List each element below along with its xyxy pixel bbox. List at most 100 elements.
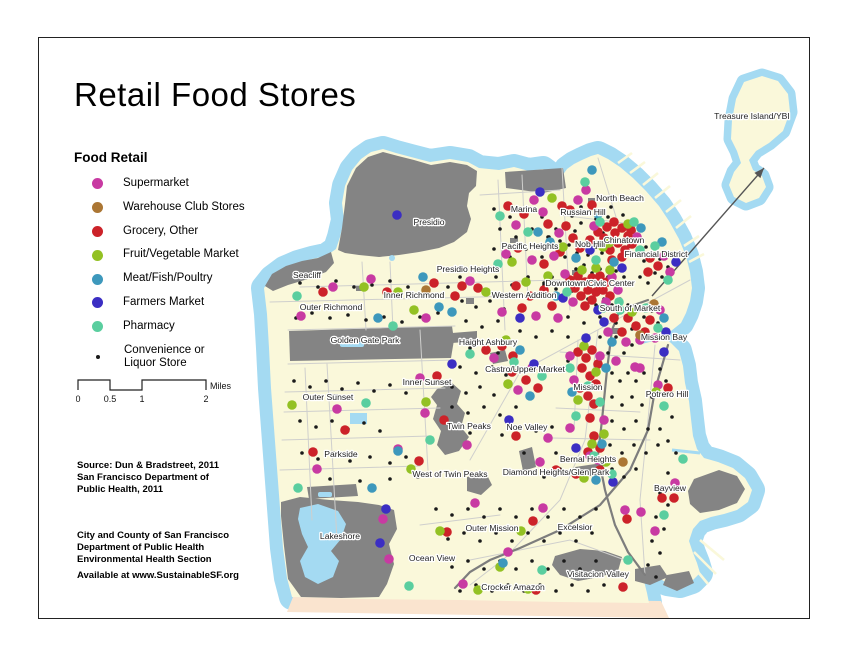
supermarket-store-dot bbox=[620, 505, 630, 515]
convenience-store-dot bbox=[514, 235, 518, 239]
meat_fish-store-dot bbox=[587, 165, 597, 175]
convenience-store-dot bbox=[506, 583, 510, 587]
neighborhood-label: Inner Richmond bbox=[384, 290, 445, 300]
supermarket-store-dot bbox=[378, 514, 388, 524]
warehouse-store-dot bbox=[635, 330, 645, 340]
convenience-store-dot bbox=[566, 315, 570, 319]
supermarket-store-dot bbox=[497, 307, 507, 317]
convenience-store-dot bbox=[558, 531, 562, 535]
grocery-store-dot bbox=[565, 205, 575, 215]
neighborhood-label: Ocean View bbox=[409, 553, 456, 563]
convenience-store-dot bbox=[334, 279, 338, 283]
neighborhood-label: Lakeshore bbox=[320, 531, 360, 541]
pharmacy-store-dot bbox=[537, 565, 547, 575]
convenience-store-dot bbox=[416, 475, 420, 479]
convenience-store-dot bbox=[608, 443, 612, 447]
building-block bbox=[452, 420, 460, 425]
grocery-store-dot bbox=[580, 277, 590, 287]
convenience-store-dot bbox=[606, 215, 610, 219]
grocery-store-dot bbox=[631, 321, 641, 331]
convenience-store-dot bbox=[430, 295, 434, 299]
building-block bbox=[466, 298, 474, 304]
convenience-store-dot bbox=[492, 207, 496, 211]
convenience-store-dot bbox=[630, 343, 634, 347]
grocery-store-dot bbox=[557, 201, 567, 211]
pharmacy-store-dot bbox=[595, 397, 605, 407]
meat_fish-store-dot bbox=[659, 313, 669, 323]
farmers-store-dot bbox=[659, 347, 669, 357]
farmers-store-dot bbox=[504, 415, 514, 425]
pharmacy-store-dot bbox=[653, 323, 663, 333]
supermarket-store-dot bbox=[621, 337, 631, 347]
convenience-store-dot bbox=[530, 507, 534, 511]
convenience-store-dot bbox=[610, 371, 614, 375]
convenience-store-dot bbox=[600, 251, 604, 255]
convenience-store-dot bbox=[602, 583, 606, 587]
legend-list: Supermarket Warehouse Club Stores Grocery,… bbox=[74, 177, 274, 371]
scale-unit: Miles bbox=[210, 381, 232, 391]
pharmacy-store-dot bbox=[650, 241, 660, 251]
neighborhood-labels-layer: Treasure Island/YBI Marina North Beach Russ… bbox=[292, 110, 791, 594]
farmers-store-dot bbox=[447, 359, 457, 369]
convenience-store-dot bbox=[588, 209, 592, 213]
convenience-store-dot bbox=[418, 315, 422, 319]
pharmacy-store-dot bbox=[493, 259, 503, 269]
scale-tick: 1 bbox=[139, 394, 144, 404]
convenience-store-dot bbox=[436, 311, 440, 315]
convenience-store-dot bbox=[542, 475, 546, 479]
grocery-store-dot bbox=[533, 383, 543, 393]
piers bbox=[617, 151, 725, 585]
fruit_veg-store-dot bbox=[579, 341, 589, 351]
convenience-store-dot bbox=[610, 419, 614, 423]
convenience-store-dot bbox=[642, 315, 646, 319]
grocery-store-dot bbox=[577, 363, 587, 373]
pharmacy-store-dot bbox=[465, 349, 475, 359]
convenience-store-dot bbox=[530, 559, 534, 563]
convenience-store-dot bbox=[534, 429, 538, 433]
credit-line: City and County of San Francisco bbox=[77, 530, 230, 541]
convenience-store-dot bbox=[586, 589, 590, 593]
convenience-store-dot bbox=[666, 503, 670, 507]
pharmacy-store-dot bbox=[404, 581, 414, 591]
grocery-store-dot bbox=[450, 291, 460, 301]
legend-label: Farmers Market bbox=[123, 295, 205, 308]
convenience-store-dot bbox=[490, 589, 494, 593]
convenience-store-dot bbox=[567, 243, 571, 247]
convenience-store-dot bbox=[666, 439, 670, 443]
grocery-store-dot bbox=[609, 217, 619, 227]
pharmacy-store-dot bbox=[562, 287, 572, 297]
legend-item-warehouse: Warehouse Club Stores bbox=[74, 201, 274, 215]
convenience-store-dot bbox=[518, 329, 522, 333]
meat_fish-store-dot bbox=[597, 439, 607, 449]
convenience-store-dot bbox=[292, 379, 296, 383]
pharmacy-store-dot bbox=[589, 451, 599, 461]
convenience-store-dot bbox=[614, 335, 618, 339]
convenience-store-dot bbox=[666, 471, 670, 475]
legend-label: Meat/Fish/Poultry bbox=[123, 272, 213, 285]
grocery-store-dot bbox=[561, 221, 571, 231]
supermarket-store-dot bbox=[511, 220, 521, 230]
golden-gate-park bbox=[289, 326, 454, 361]
convenience-store-dot bbox=[650, 395, 654, 399]
convenience-store-dot bbox=[558, 239, 562, 243]
supermarket-store-dot bbox=[632, 232, 642, 242]
convenience-store-dot bbox=[480, 325, 484, 329]
fruit_veg-store-dot bbox=[599, 429, 609, 439]
convenience-store-dot bbox=[406, 285, 410, 289]
pharmacy-store-dot bbox=[580, 177, 590, 187]
neighborhood-label: Potrero Hill bbox=[646, 389, 689, 399]
meat_fish-store-dot bbox=[601, 363, 611, 373]
fruit_veg-store-dot bbox=[577, 265, 587, 275]
convenience-store-dot bbox=[670, 391, 674, 395]
convenience-store-dot bbox=[482, 405, 486, 409]
convenience-store-dot bbox=[582, 321, 586, 325]
neighborhood-label: Outer Sunset bbox=[303, 392, 354, 402]
farmers-store-dot bbox=[381, 504, 391, 514]
convenience-store-dot bbox=[488, 299, 492, 303]
convenience-store-dot bbox=[514, 567, 518, 571]
convenience-store-dot bbox=[650, 539, 654, 543]
convenience-store-dot bbox=[464, 391, 468, 395]
grocery-store-dot bbox=[340, 425, 350, 435]
grocery-store-dot bbox=[318, 287, 328, 297]
